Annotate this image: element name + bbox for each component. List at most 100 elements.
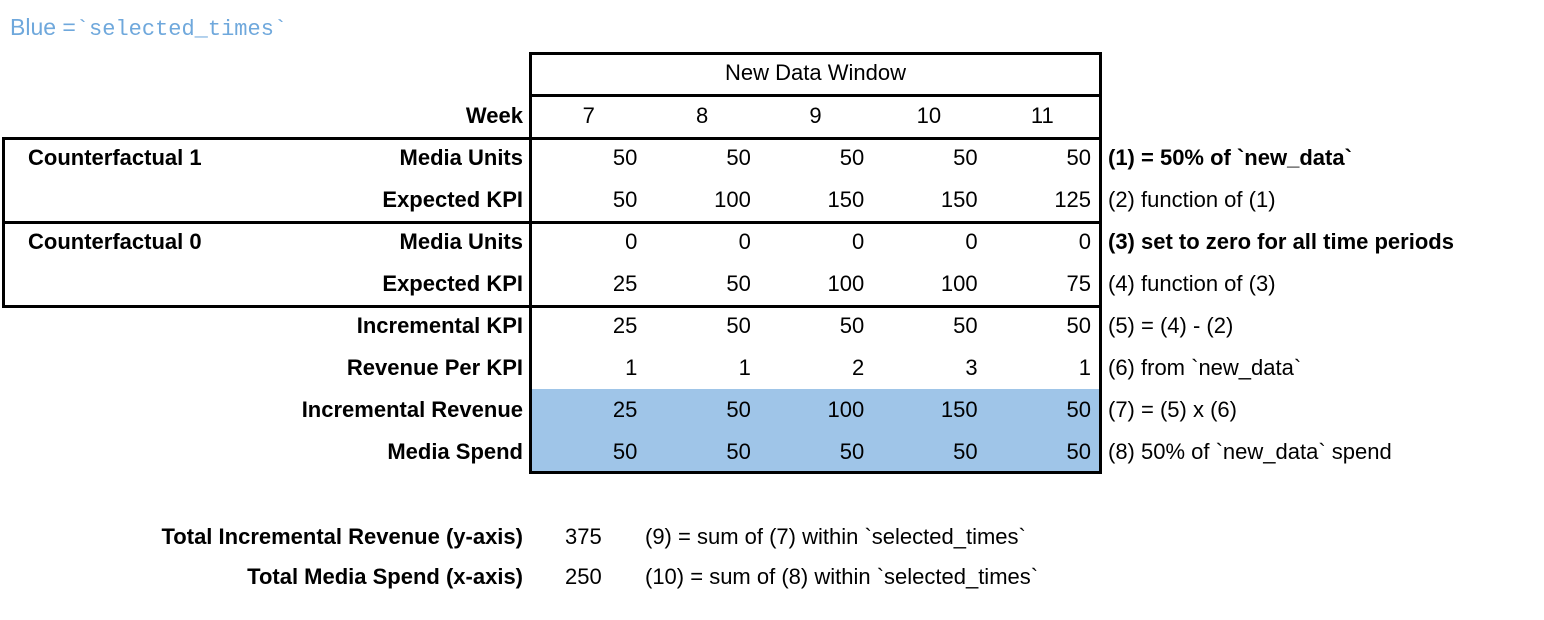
cell-value: 50: [726, 397, 751, 422]
week-value: 7: [582, 102, 595, 128]
cell-value: 50: [612, 439, 638, 464]
group-label-counterfactual-1: Counterfactual 1: [28, 145, 202, 170]
cell-value: 0: [965, 229, 978, 254]
cell-value: 75: [1066, 271, 1092, 296]
cell-value: 100: [714, 187, 751, 212]
row-label: Revenue Per KPI: [346, 355, 523, 380]
row-label: Incremental KPI: [356, 313, 523, 338]
grid-line: [2, 137, 1102, 140]
row-note: (5) = (4) - (2): [1108, 313, 1234, 338]
week-value: 11: [1030, 102, 1054, 128]
row-note: (1) = 50% of `new_data`: [1108, 145, 1352, 170]
table-row: Counterfactual 1 Media Units 50 50 50 50…: [0, 137, 1544, 179]
legend-prefix: Blue =: [10, 14, 76, 40]
cell-value: 50: [612, 145, 638, 170]
row-note: (8) 50% of `new_data` spend: [1108, 439, 1392, 464]
total-media-spend-row: Total Media Spend (x-axis) 250 (10) = su…: [0, 556, 1544, 598]
cell-value: 150: [827, 187, 865, 212]
cell-value: 50: [953, 145, 978, 170]
grid-line: [529, 471, 1102, 474]
cell-value: 50: [839, 145, 865, 170]
cell-value: 50: [726, 145, 751, 170]
cell-value: 50: [839, 313, 865, 338]
table-row: Revenue Per KPI 1 1 2 3 1 (6) from `new_…: [0, 347, 1544, 389]
week-value: 9: [809, 102, 822, 128]
cell-value: 100: [940, 271, 978, 296]
cell-value: 50: [839, 439, 865, 464]
cell-value: 50: [1066, 145, 1092, 170]
table-row: Expected KPI 25 50 100 100 75 (4) functi…: [0, 263, 1544, 305]
grid-line: [2, 221, 1102, 224]
grid-line: [2, 137, 5, 308]
cell-value: 50: [726, 271, 751, 296]
cell-value: 1: [738, 355, 751, 380]
row-note: (2) function of (1): [1108, 187, 1276, 212]
cell-value: 50: [953, 313, 978, 338]
week-value: 8: [695, 102, 709, 128]
row-values: 50 50 50 50 50: [532, 431, 1099, 473]
week-label: Week: [465, 102, 523, 128]
total-value: 375: [565, 524, 602, 549]
row-values: 50 100 150 150 125: [532, 179, 1099, 221]
table-row: Expected KPI 50 100 150 150 125 (2) func…: [0, 179, 1544, 221]
row-label: Expected KPI: [382, 187, 523, 212]
total-label: Total Media Spend (x-axis): [247, 564, 523, 589]
cell-value: 50: [726, 439, 751, 464]
row-values: 50 50 50 50 50: [532, 137, 1099, 179]
row-values: 25 50 50 50 50: [532, 305, 1099, 347]
window-title: New Data Window: [725, 60, 906, 85]
row-label: Media Spend: [387, 439, 523, 464]
row-values: 1 1 2 3 1: [532, 347, 1099, 389]
row-note: (4) function of (3): [1108, 271, 1276, 296]
total-label: Total Incremental Revenue (y-axis): [161, 524, 524, 549]
row-values: 25 50 100 100 75: [532, 263, 1099, 305]
legend: Blue = `selected_times`: [10, 14, 287, 42]
total-note: (10) = sum of (8) within `selected_times…: [645, 564, 1039, 589]
grid-line: [2, 305, 1102, 308]
selected-times-highlight: [531, 389, 1099, 474]
row-label: Expected KPI: [382, 271, 523, 296]
table-row-highlighted: Media Spend 50 50 50 50 50 (8) 50% of `n…: [0, 431, 1544, 473]
cell-value: 1: [1078, 355, 1092, 380]
cell-value: 0: [851, 229, 865, 254]
cell-value: 0: [625, 229, 638, 254]
cell-value: 25: [612, 271, 638, 296]
row-note: (6) from `new_data`: [1108, 355, 1302, 380]
grid-line: [529, 94, 1102, 97]
row-label: Media Units: [399, 145, 523, 170]
cell-value: 50: [726, 313, 751, 338]
row-values: 25 50 100 150 50: [532, 389, 1099, 431]
week-values: 7 8 9 10 11: [532, 94, 1099, 137]
grid-line: [529, 52, 1102, 55]
group-label-counterfactual-0: Counterfactual 0: [28, 229, 202, 254]
table-row-highlighted: Incremental Revenue 25 50 100 150 50 (7)…: [0, 389, 1544, 431]
cell-value: 50: [953, 439, 978, 464]
cell-value: 1: [625, 355, 638, 380]
cell-value: 50: [1066, 397, 1092, 422]
total-value: 250: [565, 564, 602, 589]
cell-value: 125: [1054, 187, 1092, 212]
row-label: Incremental Revenue: [301, 397, 523, 422]
grid-line: [529, 52, 532, 474]
row-values: 0 0 0 0 0: [532, 221, 1099, 263]
cell-value: 25: [612, 397, 638, 422]
grid-line: [1099, 52, 1102, 474]
cell-value: 100: [827, 271, 865, 296]
cell-value: 0: [738, 229, 751, 254]
table-row: Counterfactual 0 Media Units 0 0 0 0 0 (…: [0, 221, 1544, 263]
cell-value: 50: [1066, 439, 1092, 464]
cell-value: 50: [612, 187, 638, 212]
week-value: 10: [916, 102, 942, 128]
row-note: (7) = (5) x (6): [1108, 397, 1237, 422]
cell-value: 2: [851, 355, 865, 380]
row-note: (3) set to zero for all time periods: [1108, 229, 1454, 254]
legend-code: `selected_times`: [75, 17, 288, 42]
total-note: (9) = sum of (7) within `selected_times`: [645, 524, 1026, 549]
week-row: Week 7 8 9 10 11: [0, 94, 1544, 137]
row-label: Media Units: [399, 229, 523, 254]
cell-value: 150: [940, 397, 978, 422]
cell-value: 0: [1078, 229, 1092, 254]
cell-value: 50: [1066, 313, 1092, 338]
cell-value: 25: [612, 313, 638, 338]
